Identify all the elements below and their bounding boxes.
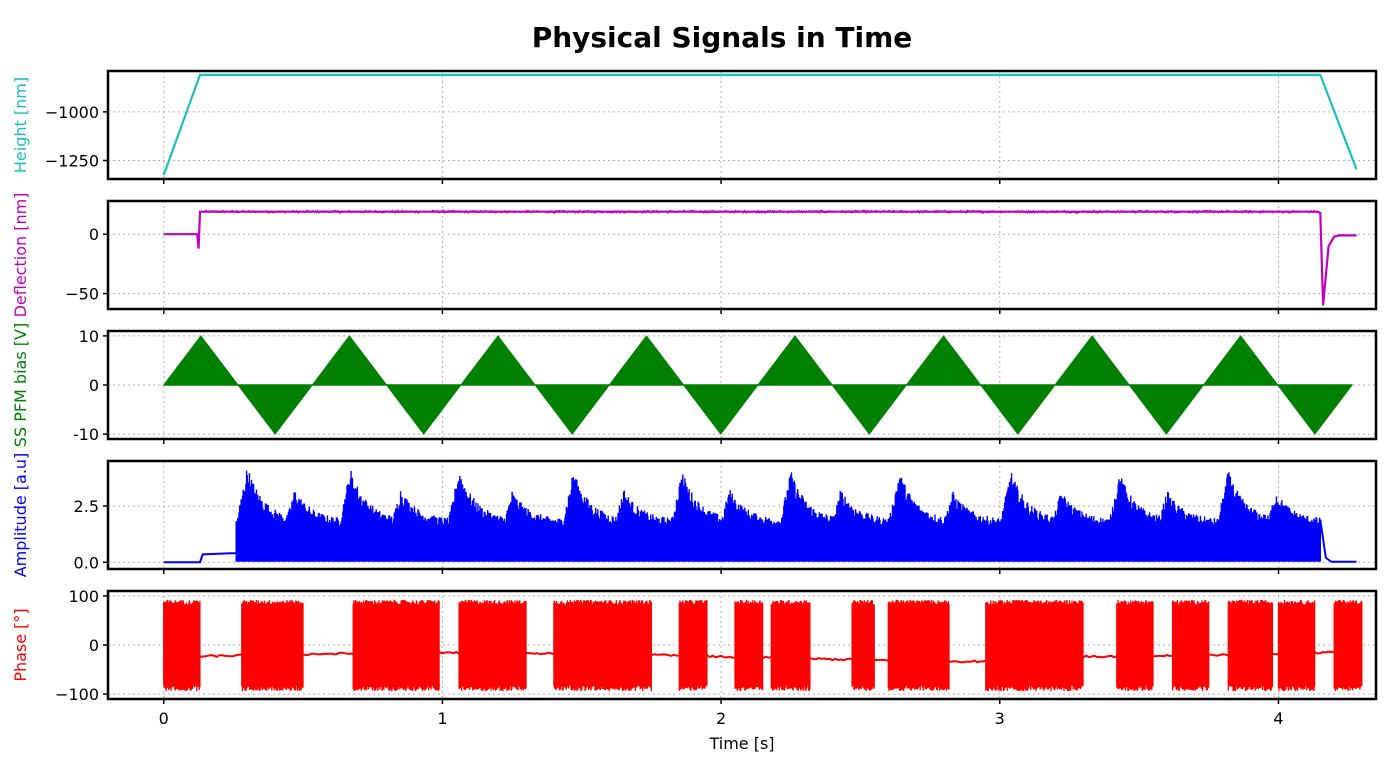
bias-negative-triangle-3 (682, 384, 759, 435)
bias-negative-triangle-2 (534, 384, 611, 435)
panel-frame-phase (106, 589, 1378, 701)
x-tick-label-0: 0 (159, 709, 169, 728)
series-bias (162, 335, 1354, 435)
amplitude-baseline-end (1319, 519, 1357, 563)
y-tick-label-amplitude-0: 2.5 (74, 497, 99, 516)
y-tick-label-bias-0: 10 (79, 327, 99, 346)
y-tick-label-height-0: −1000 (45, 103, 99, 122)
y-tick-label-height-1: −1250 (45, 152, 99, 171)
bias-negative-triangle-0 (236, 384, 314, 435)
x-tick-label-3: 3 (995, 709, 1005, 728)
panel-height: −1000 −1250 Height [nm] (11, 69, 1378, 184)
panel-deflection: 0 −50 Deflection [nm] (11, 193, 1378, 318)
panel-frame-height (106, 69, 1378, 181)
panel-frame-deflection (106, 199, 1378, 311)
chart-title: Physical Signals in Time (532, 21, 913, 54)
panel-frame-amplitude (106, 459, 1378, 571)
y-tick-label-phase-0: 100 (68, 587, 99, 606)
series-line-height (162, 73, 1358, 176)
y-tick-label-deflection-0: 0 (89, 225, 99, 244)
series-deflection (163, 208, 1357, 306)
bias-positive-triangle-6 (1053, 335, 1131, 386)
series-phase (163, 599, 1363, 692)
x-axis: 0 1 2 3 4 (159, 709, 1284, 728)
panel-frame-bias (106, 329, 1378, 441)
x-tick-label-2: 2 (716, 709, 726, 728)
y-tick-label-phase-2: −100 (55, 685, 99, 704)
x-axis-label: Time [s] (708, 734, 774, 753)
y-tick-label-phase-1: 0 (89, 636, 99, 655)
amplitude-baseline-start (163, 552, 237, 564)
series-amplitude (163, 470, 1357, 564)
y-axis-label-deflection: Deflection [nm] (11, 193, 30, 318)
bias-positive-triangle-3 (608, 335, 685, 386)
y-axis-label-height: Height [nm] (11, 77, 30, 173)
bias-positive-triangle-0 (162, 335, 240, 386)
y-tick-label-bias-2: -10 (73, 425, 99, 444)
bias-negative-triangle-6 (1128, 384, 1205, 435)
panel-bias: 10 0 -10 SS PFM bias [V] (11, 323, 1378, 447)
x-tick-label-4: 4 (1273, 709, 1283, 728)
bias-positive-triangle-2 (459, 335, 537, 386)
series-noise-deflection (202, 208, 1318, 215)
y-axis-label-bias: SS PFM bias [V] (11, 323, 30, 447)
y-tick-label-bias-1: 0 (89, 376, 99, 395)
bias-positive-triangle-5 (905, 335, 982, 386)
series-line-deflection (163, 210, 1357, 306)
bias-positive-triangle-4 (756, 335, 834, 386)
bias-positive-triangle-1 (311, 335, 388, 386)
phase-noise (163, 599, 1363, 692)
panel-amplitude: 2.5 0.0 Amplitude [a.u] (11, 453, 1378, 578)
bias-negative-triangle-4 (831, 384, 908, 435)
y-axis-label-phase: Phase [°] (11, 608, 30, 681)
amplitude-oscillation (235, 470, 1321, 562)
y-tick-label-deflection-1: −50 (65, 285, 99, 304)
y-tick-label-amplitude-1: 0.0 (74, 553, 99, 572)
bias-positive-triangle-7 (1202, 335, 1279, 386)
bias-negative-triangle-1 (385, 384, 462, 435)
y-axis-label-amplitude: Amplitude [a.u] (11, 453, 30, 578)
series-height (162, 73, 1358, 176)
bias-negative-triangle-5 (979, 384, 1056, 435)
x-tick-label-1: 1 (437, 709, 447, 728)
panel-phase: 100 0 −100 Phase [°] (11, 587, 1378, 704)
bias-negative-triangle-7 (1276, 384, 1354, 435)
